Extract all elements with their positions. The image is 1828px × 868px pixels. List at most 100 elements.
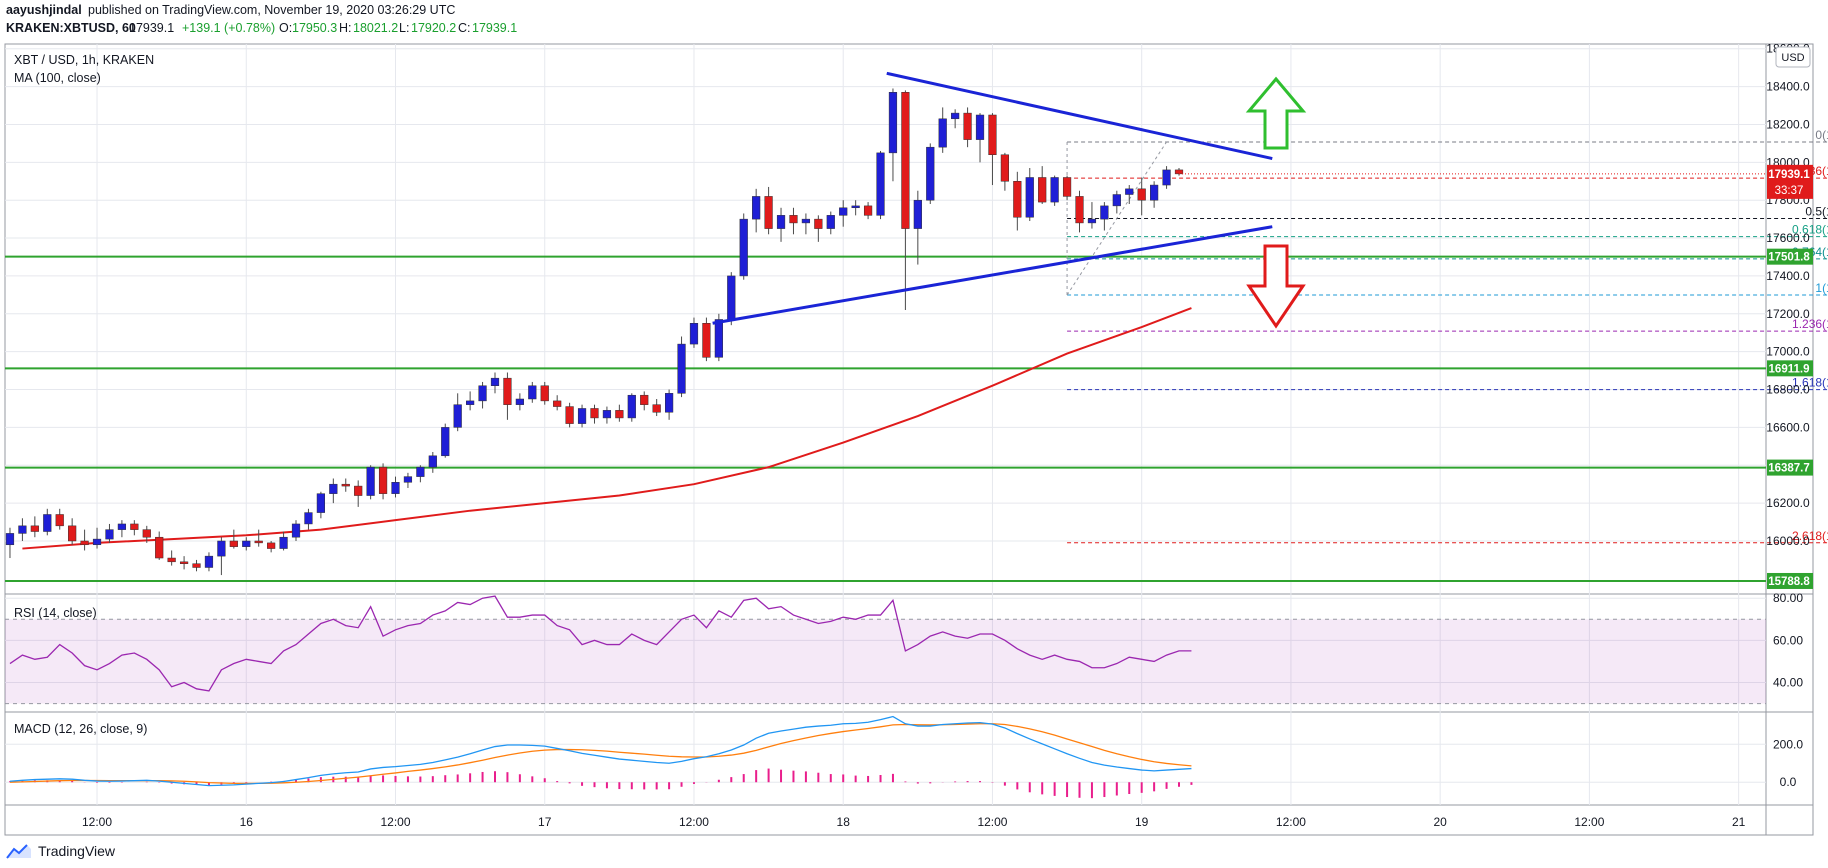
price-tick-label: 16800.0: [1766, 383, 1810, 397]
price-tick-label: 17000.0: [1766, 345, 1810, 359]
candle-body: [839, 207, 848, 216]
candle-body: [1087, 218, 1097, 224]
price-tick-label: 18400.0: [1766, 80, 1810, 94]
candle-body: [80, 540, 89, 546]
candle-body: [391, 482, 400, 494]
candle-body: [5, 533, 15, 546]
candle-body: [528, 385, 537, 400]
candle-body: [938, 118, 947, 148]
fib-level-label: 1.236(17108.2): [1792, 317, 1828, 331]
candle-body: [1050, 177, 1059, 203]
candle-body: [179, 561, 189, 564]
candle-body: [627, 394, 636, 419]
candle-body: [565, 406, 574, 424]
time-tick-label: 21: [1732, 815, 1746, 829]
candle-body: [92, 538, 102, 546]
candle-body: [1174, 169, 1184, 175]
candle-body: [503, 377, 512, 405]
time-tick-label: 12:00: [679, 815, 709, 829]
candle-body: [192, 563, 201, 568]
rsi-tick-label: 60.00: [1773, 633, 1803, 647]
chart-title: XBT / USD, 1h, KRAKEN: [14, 53, 154, 67]
rsi-pane[interactable]: [5, 595, 1766, 705]
rsi-indicator-label[interactable]: RSI (14, close): [14, 606, 97, 620]
current-price-badge: [1767, 164, 1813, 199]
candle-body: [466, 400, 475, 405]
macd-tick-label: 0.0: [1780, 775, 1797, 789]
low-label: L:: [399, 21, 409, 35]
candle-body: [776, 215, 786, 229]
macd-signal-line: [9, 723, 1192, 785]
rsi-tick-label: 80.00: [1773, 591, 1803, 605]
level-price-badge: [1767, 360, 1813, 377]
time-tick-label: 12:00: [82, 815, 112, 829]
candle-body: [267, 542, 276, 549]
level-price-label: 16911.9: [1769, 363, 1810, 375]
candle-body: [826, 215, 835, 229]
candle-body: [478, 385, 487, 402]
candle-body: [341, 483, 350, 487]
macd-pane[interactable]: [8, 715, 1193, 799]
level-price-badge: [1767, 572, 1813, 589]
candle-body: [590, 408, 599, 419]
candle-body: [851, 205, 860, 209]
candle-body: [1025, 177, 1034, 218]
fib-level-label: 1.618(16799.3): [1792, 376, 1828, 390]
currency-badge[interactable]: USD: [1775, 46, 1811, 68]
rsi-line: [9, 595, 1192, 692]
candle-body: [366, 466, 375, 496]
candle-body: [615, 410, 624, 419]
candle-body: [876, 152, 885, 216]
candle-body: [764, 196, 773, 229]
candle-body: [640, 394, 649, 405]
publisher-name[interactable]: aayushjindal: [6, 3, 82, 17]
candle-body: [577, 408, 587, 424]
candle-body: [665, 393, 674, 413]
candle-body: [291, 523, 301, 538]
candle-body: [814, 218, 823, 229]
candle-body: [951, 112, 960, 120]
candle-body: [963, 112, 972, 140]
candle-body: [714, 319, 723, 358]
footer: TradingView: [6, 840, 115, 862]
tradingview-logo-icon: [6, 844, 31, 859]
candle-body: [229, 540, 238, 547]
price-pane[interactable]: 0(18107.7)0.236(17916.8)0.5(17703.4)0.61…: [5, 71, 1828, 582]
price-tick-label: 17200.0: [1766, 307, 1810, 321]
candle-body: [975, 114, 985, 140]
time-tick-label: 12:00: [977, 815, 1007, 829]
macd-indicator-label[interactable]: MACD (12, 26, close, 9): [14, 722, 147, 736]
candle-body: [204, 555, 214, 568]
candle-body: [1112, 194, 1121, 207]
close-label: C:: [458, 21, 471, 35]
candle-body: [1137, 188, 1146, 201]
candle-body: [702, 323, 711, 358]
fib-level-label: 0.5(17703.4): [1805, 204, 1828, 218]
candle-body: [142, 529, 151, 538]
candle-body: [1162, 169, 1171, 186]
candle-body: [130, 523, 139, 530]
trendline: [886, 71, 1273, 161]
brand-name[interactable]: TradingView: [38, 843, 116, 859]
ma-indicator-label[interactable]: MA (100, close): [14, 71, 101, 85]
candle-body: [988, 114, 997, 156]
candle-body: [490, 377, 500, 386]
candle-body: [1013, 181, 1022, 218]
candle-body: [30, 525, 39, 532]
candle-body: [901, 92, 910, 229]
candle-body: [18, 525, 27, 534]
candle-body: [727, 275, 736, 320]
candle-body: [1062, 177, 1072, 197]
price-tick-label: 16600.0: [1766, 420, 1810, 434]
time-tick-label: 19: [1135, 815, 1149, 829]
candle-body: [416, 466, 425, 477]
time-tick-label: 20: [1433, 815, 1447, 829]
price-tick-label: 16000.0: [1766, 534, 1810, 548]
open-value: 17950.3: [292, 21, 337, 35]
candle-body: [1150, 184, 1159, 201]
rsi-band-fill: [5, 619, 1766, 704]
level-price-badge: [1767, 459, 1813, 476]
candle-body: [329, 483, 338, 494]
candle-body: [304, 512, 313, 525]
candle-body: [55, 514, 64, 527]
